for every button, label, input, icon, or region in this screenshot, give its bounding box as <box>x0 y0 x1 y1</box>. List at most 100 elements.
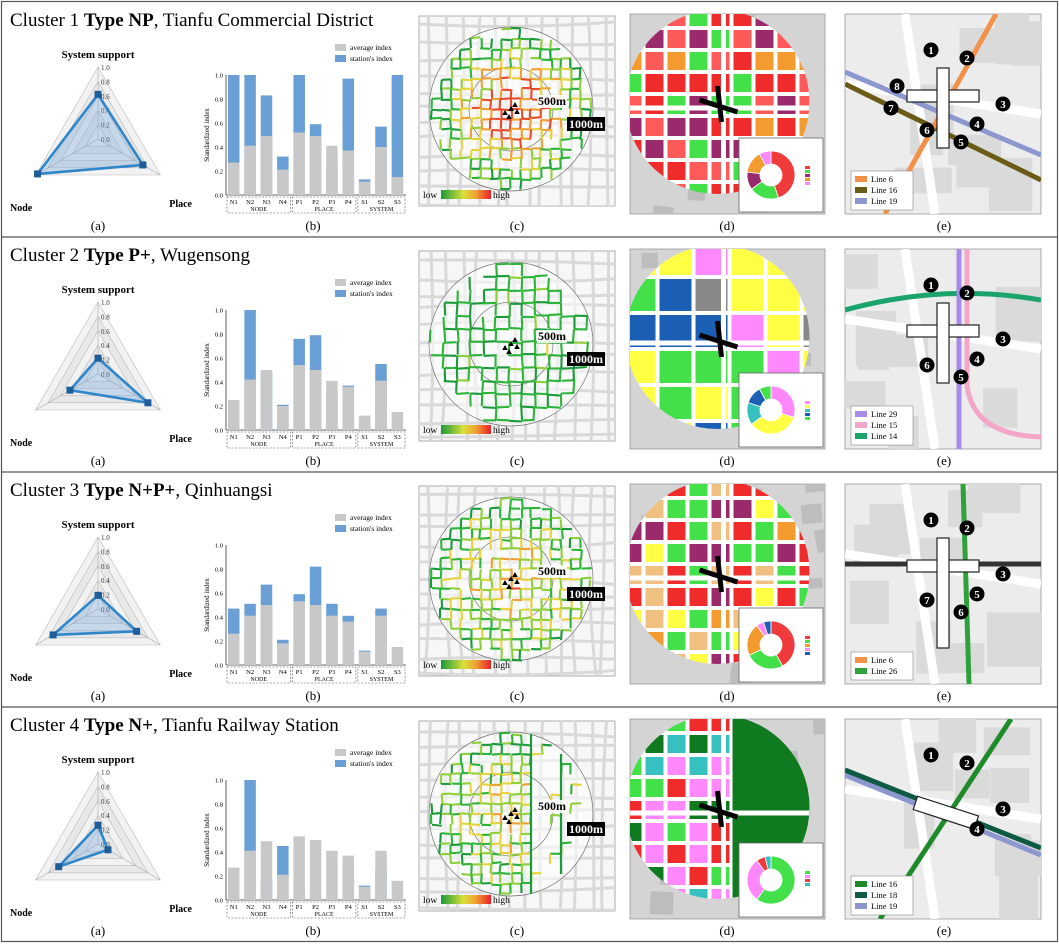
station-marker <box>506 349 512 354</box>
network-link <box>480 78 484 89</box>
landuse-block <box>755 566 774 584</box>
bar-category-label: N2 <box>246 669 254 676</box>
landuse-block <box>755 96 774 114</box>
network-link <box>439 607 451 611</box>
landuse-block <box>733 500 752 518</box>
exit-badge-3 <box>995 566 1011 582</box>
network-link <box>547 405 561 409</box>
radar-tick-label: 0.8 <box>101 548 110 556</box>
landuse-block <box>711 779 730 797</box>
network-link <box>470 548 481 551</box>
network-link <box>449 851 461 855</box>
bar-average-N3 <box>260 841 273 900</box>
legend-high: high <box>493 426 510 436</box>
network-link <box>509 834 513 845</box>
network-link <box>470 302 484 305</box>
network-link <box>534 406 548 410</box>
bar-category-label: N1 <box>230 669 238 676</box>
panel-label-e: (e) <box>937 453 951 468</box>
network-link <box>457 327 471 331</box>
bar-group-box <box>226 666 291 684</box>
line-legend-swatch <box>855 187 867 193</box>
landuse-block <box>667 52 686 70</box>
network-link <box>547 379 561 383</box>
landuse-block <box>689 845 708 863</box>
network-link <box>490 49 494 60</box>
network-link <box>455 355 459 370</box>
network-link <box>459 156 471 160</box>
cluster-row-4: Cluster 4 Type N+, Tianfu Railway Statio… <box>2 706 1057 938</box>
radar-tick-label: 0.0 <box>101 606 110 614</box>
network-link <box>461 98 472 102</box>
network-link <box>541 597 552 601</box>
network-link <box>441 537 452 541</box>
surrounding-block <box>845 254 878 289</box>
exit-label: 1 <box>928 45 934 57</box>
network-link <box>478 528 482 540</box>
bar-y-title: Standardized index <box>203 813 211 867</box>
network-link <box>510 792 521 796</box>
network-link <box>470 803 474 814</box>
network-link <box>519 158 523 169</box>
surrounding-block <box>938 719 977 753</box>
landuse-block <box>711 74 730 92</box>
bar-group-label: NODE <box>250 207 267 213</box>
bar-overlap-P3 <box>326 615 338 665</box>
bar-tick-label: 1.0 <box>215 543 223 550</box>
network-link <box>501 538 512 542</box>
network-link <box>540 139 544 150</box>
network-link <box>546 368 550 382</box>
radar-point-node <box>49 631 57 639</box>
network-link <box>468 303 472 317</box>
network-link <box>498 169 502 180</box>
network-link <box>449 598 452 609</box>
network-link <box>541 528 552 531</box>
bar-tick-label: 0.0 <box>215 663 223 670</box>
network-link <box>520 498 524 509</box>
landuse-block <box>733 484 752 496</box>
network-link <box>520 618 524 629</box>
legend-colorbar <box>441 660 491 669</box>
network-link <box>560 156 571 160</box>
network-link <box>528 117 532 129</box>
panel-label-b: (b) <box>305 688 320 703</box>
network-link <box>479 129 482 140</box>
network-link <box>431 116 443 120</box>
legend-label-average: average index <box>350 278 392 287</box>
network-link <box>511 156 522 160</box>
network-link <box>521 405 535 409</box>
bar-category-label: S1 <box>361 669 368 676</box>
network-link <box>443 379 457 383</box>
network-link <box>431 823 442 827</box>
panel-label-a: (a) <box>91 923 105 938</box>
bar-tick-label: 0.8 <box>215 97 223 104</box>
landuse-block <box>645 118 664 136</box>
cluster-title: Cluster 1 Type NP, Tianfu Commercial Dis… <box>10 10 374 31</box>
bar-tick-label: 1.0 <box>215 73 223 80</box>
network-link <box>498 578 502 590</box>
bar-category-label: P2 <box>312 904 319 911</box>
bar-average-P3 <box>326 380 338 430</box>
bar-category-label: P2 <box>312 669 319 676</box>
network-link <box>568 108 572 119</box>
landuse-block <box>711 544 730 562</box>
network-link <box>579 89 582 100</box>
network-link <box>483 354 497 357</box>
network-link <box>450 559 454 570</box>
network-link <box>442 316 446 331</box>
donut-legend-swatch <box>805 883 810 886</box>
exit-label: 6 <box>924 125 930 137</box>
network-link <box>459 629 463 640</box>
landuse-block <box>689 588 708 606</box>
surrounding-block <box>744 217 767 231</box>
exit-badge-7 <box>883 100 899 116</box>
network-link <box>549 159 552 170</box>
bar-average-S1 <box>358 415 371 430</box>
donut-legend-swatch <box>805 178 810 181</box>
bar-overlap-S2 <box>375 380 387 430</box>
station-footprint <box>698 790 739 828</box>
bar-category-label: P4 <box>345 199 353 206</box>
landuse-map: (d) <box>629 13 826 233</box>
network-link <box>540 637 551 641</box>
